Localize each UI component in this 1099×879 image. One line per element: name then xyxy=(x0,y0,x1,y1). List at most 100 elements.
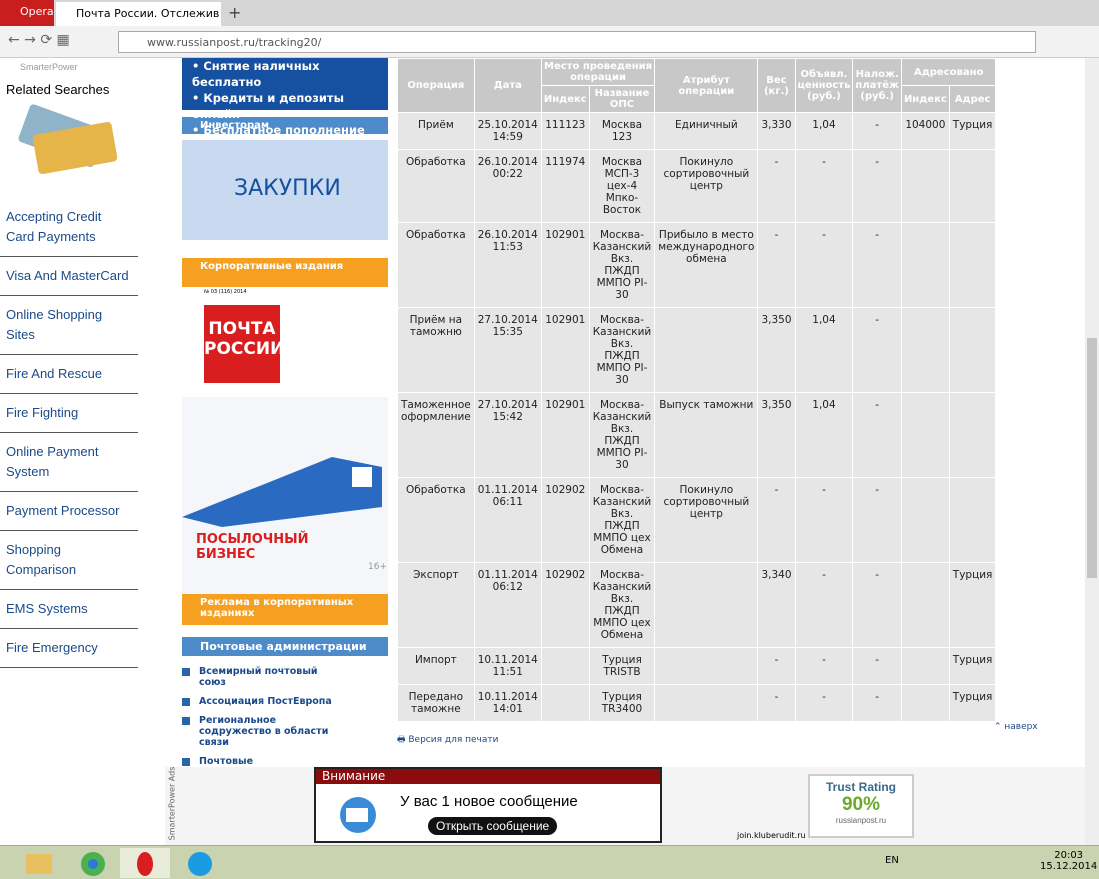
column-header: Индекс xyxy=(541,86,589,112)
cell: Турция xyxy=(949,563,996,647)
mail-icon xyxy=(340,797,376,833)
trust-value: 90% xyxy=(841,794,881,815)
scroll-thumb[interactable] xyxy=(1087,338,1097,578)
print-link[interactable]: 🖶 Версия для печати xyxy=(397,735,499,745)
cell: Экспорт xyxy=(398,563,474,647)
tracking-table: Операция Дата Место проведения операции Атр… xyxy=(397,58,996,722)
cell: - xyxy=(758,150,795,222)
zakupki: ЗАКУПКИ xyxy=(234,176,341,201)
related-link[interactable]: Online Payment System xyxy=(0,433,138,492)
cell: Покинуло сортировочный центр xyxy=(655,478,758,562)
cell: Единичный xyxy=(655,113,758,149)
cell xyxy=(949,223,996,307)
lang[interactable]: EN xyxy=(885,855,899,866)
cell xyxy=(541,648,589,684)
banner[interactable]: • Снятие наличных бесплатно • Кредиты и д… xyxy=(182,58,388,137)
related-link[interactable]: Visa And MasterCard xyxy=(0,257,138,296)
table-row: Импорт 10.11.2014 11:51 Турция TRISTB - - - Ту… xyxy=(398,648,996,684)
parcel-banner[interactable]: ПОСЫЛОЧНЫЙ БИЗНЕС 16+ xyxy=(182,397,388,594)
cell: 104000 xyxy=(901,113,949,149)
magazine[interactable]: № 03 (116) 2014 ПОЧТА РОССИИ xyxy=(182,287,388,397)
cell: 27.10.2014 15:35 xyxy=(474,308,541,392)
cell xyxy=(949,150,996,222)
cell: 102901 xyxy=(541,308,589,392)
group-header: Место проведения операции xyxy=(541,59,655,85)
magazine-title: ПОЧТА РОССИИ xyxy=(204,305,284,383)
tab[interactable]: Почта России. Отслежив xyxy=(56,2,221,26)
taskbar: EN 20:03 15.12.2014 xyxy=(0,845,1099,879)
top-text[interactable]: наверх xyxy=(1004,722,1038,732)
investors[interactable]: Инвесторам xyxy=(182,117,388,134)
parcel-title: ПОСЫЛОЧНЫЙ БИЗНЕС xyxy=(196,532,309,562)
popup-button[interactable]: Открыть сообщение xyxy=(428,817,558,835)
cell: - xyxy=(795,150,853,222)
nav-buttons[interactable]: ← → ⟳ ▦ xyxy=(8,32,70,48)
cell: Приём xyxy=(398,113,474,149)
cell: 3,330 xyxy=(758,113,795,149)
top-link[interactable]: ⌃ наверх xyxy=(994,722,1038,732)
table-row: Обработка 26.10.2014 00:22 111974 Москва МС… xyxy=(398,150,996,222)
cell: 102902 xyxy=(541,563,589,647)
related-link[interactable]: EMS Systems xyxy=(0,590,138,629)
cell: - xyxy=(795,223,853,307)
card-image xyxy=(18,104,118,175)
trust-site: russianpost.ru xyxy=(835,816,887,825)
cell: Обработка xyxy=(398,223,474,307)
cell: 102902 xyxy=(541,478,589,562)
cell: - xyxy=(758,478,795,562)
cell: 102901 xyxy=(541,223,589,307)
related-link[interactable]: Fire And Rescue xyxy=(0,355,138,394)
link-list: Accepting Credit Card Payments Visa And M… xyxy=(0,198,138,668)
postal-link[interactable]: Всемирный почтовый союз xyxy=(182,662,332,692)
clock[interactable]: 20:03 15.12.2014 xyxy=(1040,850,1097,872)
cell: Турция xyxy=(949,685,996,721)
scrollbar[interactable] xyxy=(1085,58,1099,845)
cell: Москва МСП-3 цех-4 Мпко-Восток xyxy=(589,150,655,222)
postal-link[interactable]: Ассоциация ПостЕвропа xyxy=(182,692,332,711)
cell: 26.10.2014 00:22 xyxy=(474,150,541,222)
cell: Турция xyxy=(949,113,996,149)
new-tab[interactable]: + xyxy=(228,3,242,22)
related-link[interactable]: Online Shopping Sites xyxy=(0,296,138,355)
trust-title: Trust Rating xyxy=(825,780,896,794)
related-link[interactable]: Shopping Comparison xyxy=(0,531,138,590)
cell xyxy=(901,393,949,477)
issue: № 03 (116) 2014 xyxy=(204,289,247,295)
postal[interactable]: Почтовые администрации xyxy=(182,637,388,656)
print-text[interactable]: Версия для печати xyxy=(408,735,499,745)
cell: Москва-Казанский Вкз. ПЖДП ММПО цех Обме… xyxy=(589,563,655,647)
cell: 111123 xyxy=(541,113,589,149)
cell xyxy=(655,648,758,684)
cell: 01.11.2014 06:11 xyxy=(474,478,541,562)
postal-link[interactable]: Региональное содружество в области связи xyxy=(182,711,332,752)
cell: Москва-Казанский Вкз. ПЖДП ММПО PI-30 xyxy=(589,308,655,392)
cell: Прибыло в место международного обмена xyxy=(655,223,758,307)
address-bar: ← → ⟳ ▦ www.russianpost.ru/tracking20/ xyxy=(0,26,1099,58)
url-field[interactable]: www.russianpost.ru/tracking20/ xyxy=(118,31,1036,53)
cell: Покинуло сортировочный центр xyxy=(655,150,758,222)
cell: - xyxy=(853,648,901,684)
trust-box[interactable]: Trust Rating 90% russianpost.ru xyxy=(808,774,914,838)
cell: - xyxy=(853,478,901,562)
cell: - xyxy=(853,113,901,149)
cell: - xyxy=(853,563,901,647)
ads-link[interactable]: Реклама в корпоративных изданиях xyxy=(182,594,388,625)
age: 16+ xyxy=(368,562,387,572)
taskbar-icons[interactable] xyxy=(20,848,220,878)
related-link[interactable]: Fire Emergency xyxy=(0,629,138,668)
related-link[interactable]: Fire Fighting xyxy=(0,394,138,433)
brand: SmarterPower xyxy=(20,62,78,72)
ad-domain[interactable]: join.kluberudit.ru xyxy=(737,831,806,840)
cell: Приём на таможню xyxy=(398,308,474,392)
banner-line: • Снятие наличных бесплатно xyxy=(192,59,320,89)
cell: 10.11.2014 14:01 xyxy=(474,685,541,721)
group-header: Адресовано xyxy=(901,59,996,85)
opera-menu[interactable]: Opera xyxy=(0,0,54,26)
cell xyxy=(655,563,758,647)
zakupki-banner[interactable]: ЗАКУПКИ xyxy=(182,140,388,240)
cell xyxy=(949,393,996,477)
corporate[interactable]: Корпоративные издания xyxy=(182,258,388,287)
related-link[interactable]: Accepting Credit Card Payments xyxy=(0,198,138,257)
table-row: Приём на таможню 27.10.2014 15:35 102901 Мо… xyxy=(398,308,996,392)
related-link[interactable]: Payment Processor xyxy=(0,492,138,531)
